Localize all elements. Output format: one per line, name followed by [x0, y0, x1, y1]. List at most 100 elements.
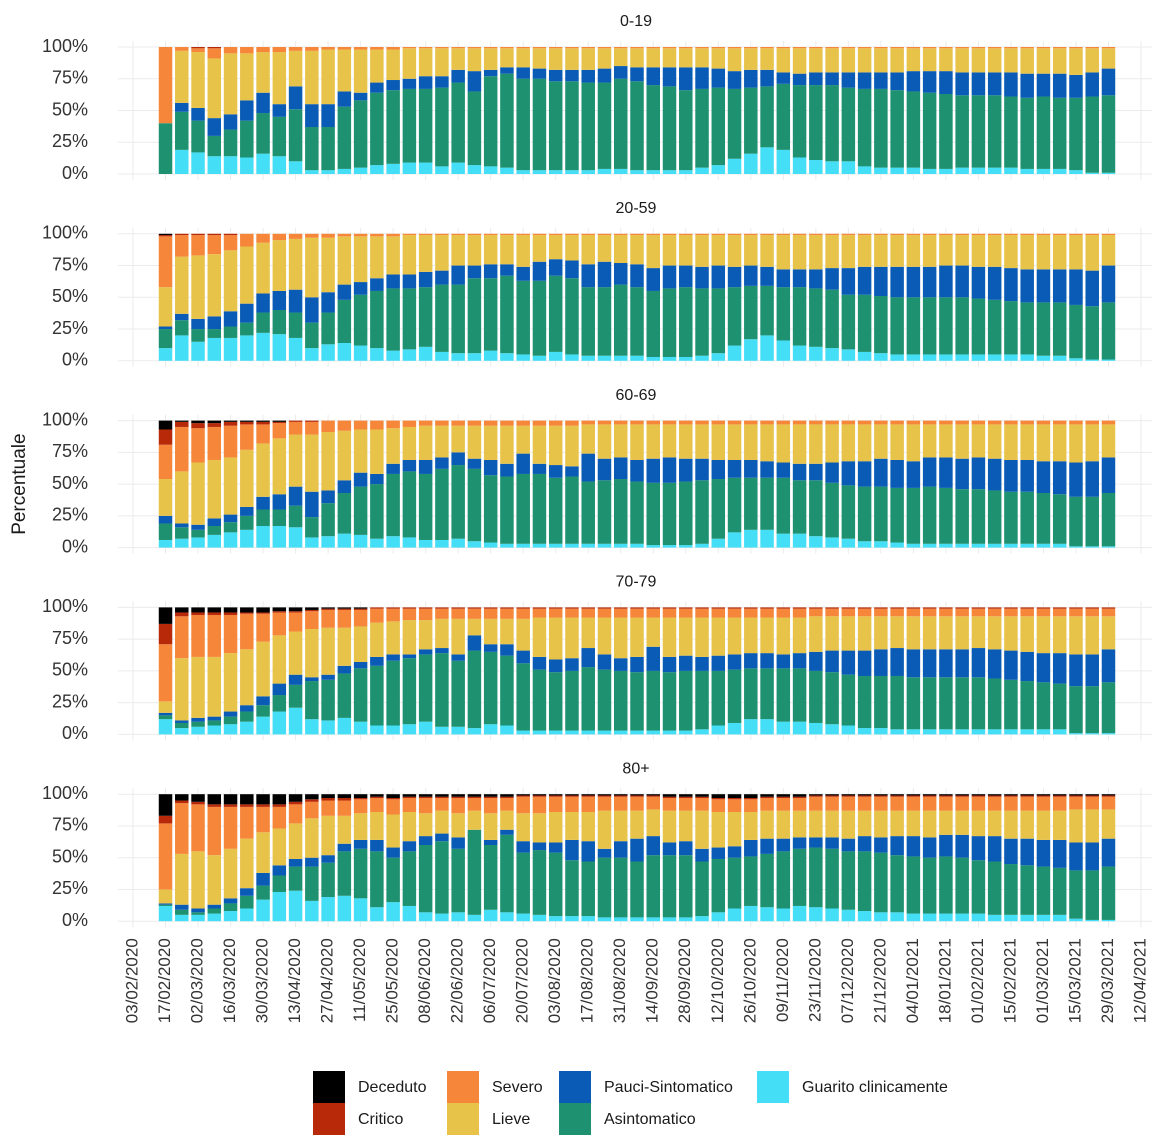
- bar-segment: [223, 711, 238, 717]
- x-tick-label: 14/09/2020: [643, 938, 662, 1023]
- bar-segment: [1085, 733, 1099, 735]
- bar-segment: [1052, 48, 1067, 74]
- bar-segment: [841, 794, 856, 796]
- bar-segment: [240, 303, 254, 323]
- bar-segment: [1069, 496, 1083, 547]
- bar-segment: [451, 82, 465, 163]
- bar-segment: [760, 86, 774, 148]
- bar-segment: [1101, 608, 1116, 617]
- bar-segment: [158, 815, 173, 824]
- bar-segment: [337, 343, 352, 361]
- bar-segment: [1085, 72, 1099, 97]
- bar-segment: [483, 608, 498, 619]
- bar-segment: [402, 851, 417, 906]
- bar-segment: [971, 235, 986, 267]
- bar-segment: [679, 235, 693, 266]
- bar-segment: [256, 420, 270, 422]
- bar-segment: [679, 424, 693, 459]
- bar-segment: [418, 346, 433, 361]
- bar-segment: [532, 608, 547, 618]
- bar-segment: [792, 798, 807, 811]
- bar-segment: [418, 912, 433, 922]
- bar-segment: [191, 912, 205, 915]
- bar-segment: [272, 526, 287, 548]
- bar-segment: [240, 246, 254, 304]
- bar-segment: [321, 47, 335, 50]
- bar-segment: [532, 813, 547, 843]
- bar-segment: [1036, 616, 1051, 654]
- bar-segment: [1069, 304, 1083, 359]
- bar-segment: [613, 420, 628, 425]
- bar-segment: [516, 354, 530, 361]
- bar-segment: [1052, 653, 1067, 684]
- bar-segment: [987, 649, 1002, 679]
- bar-segment: [565, 916, 579, 922]
- bar-segment: [727, 722, 742, 735]
- bar-segment: [581, 264, 595, 288]
- bar-segment: [500, 48, 514, 68]
- x-tick-label: 17/08/2020: [578, 938, 597, 1023]
- bar-segment: [305, 611, 319, 629]
- bar-segment: [939, 608, 953, 617]
- bar-segment: [1036, 168, 1051, 174]
- bar-segment: [760, 285, 774, 336]
- bar-segment: [1020, 651, 1034, 682]
- bar-segment: [370, 607, 384, 609]
- bar-segment: [256, 716, 270, 735]
- bar-segment: [597, 917, 612, 922]
- bar-segment: [256, 113, 270, 154]
- bar-segment: [792, 653, 807, 669]
- bar-segment: [581, 82, 595, 171]
- bar-segment: [792, 533, 807, 548]
- bar-segment: [288, 707, 303, 735]
- bar-segment: [483, 459, 498, 476]
- bar-segment: [1020, 48, 1034, 74]
- bar-segment: [646, 233, 661, 236]
- bar-segment: [565, 354, 579, 361]
- bar-segment: [207, 904, 222, 909]
- bar-segment: [1052, 97, 1067, 169]
- bar-segment: [906, 266, 921, 298]
- bar-segment: [402, 724, 417, 735]
- bar-segment: [483, 909, 498, 922]
- bar-segment: [922, 795, 937, 797]
- bar-segment: [158, 444, 173, 480]
- bar-segment: [695, 424, 709, 459]
- bar-segment: [175, 612, 189, 617]
- bar-segment: [1004, 167, 1018, 174]
- bar-segment: [1101, 359, 1116, 361]
- y-tick-label: 50%: [52, 286, 88, 306]
- bar-segment: [939, 233, 953, 236]
- bar-segment: [987, 607, 1002, 609]
- bar-segment: [321, 815, 335, 856]
- bar-segment: [922, 233, 937, 236]
- bar-segment: [630, 481, 644, 544]
- bar-segment: [418, 287, 433, 347]
- bar-segment: [939, 265, 953, 298]
- bar-segment: [500, 275, 514, 354]
- bar-segment: [646, 424, 661, 459]
- bar-segment: [809, 837, 823, 848]
- x-tick-label: 31/08/2020: [610, 938, 629, 1023]
- bar-segment: [337, 673, 352, 718]
- bar-segment: [451, 47, 465, 49]
- bar-segment: [288, 421, 303, 435]
- bar-segment: [922, 297, 937, 355]
- legend-key: [559, 1103, 591, 1135]
- bar-segment: [857, 420, 872, 425]
- bar-segment: [223, 337, 238, 361]
- bar-segment: [874, 541, 888, 548]
- bar-segment: [256, 52, 270, 93]
- bar-segment: [1052, 168, 1067, 174]
- y-tick-label: 50%: [52, 846, 88, 866]
- x-tick-label: 13/04/2020: [285, 938, 304, 1023]
- bar-segment: [337, 430, 352, 481]
- bar-segment: [1052, 914, 1067, 922]
- y-tick-label: 75%: [52, 815, 88, 835]
- bar-segment: [971, 167, 986, 174]
- bar-segment: [1004, 616, 1018, 651]
- bar-segment: [1004, 729, 1018, 735]
- bar-segment: [922, 649, 937, 678]
- bar-segment: [744, 235, 758, 266]
- bar-segment: [256, 832, 270, 873]
